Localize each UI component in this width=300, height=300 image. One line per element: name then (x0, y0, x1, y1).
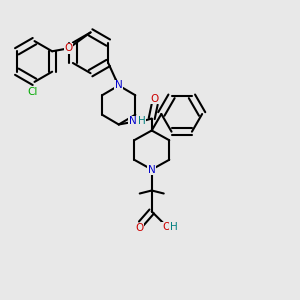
Text: H: H (170, 222, 178, 232)
Text: H: H (138, 116, 146, 127)
Text: Cl: Cl (28, 87, 38, 98)
Text: O: O (151, 94, 159, 104)
Text: O: O (162, 222, 170, 232)
Text: O: O (64, 43, 73, 53)
Text: N: N (129, 116, 137, 127)
Text: O: O (136, 223, 144, 233)
Text: N: N (148, 164, 156, 175)
Text: N: N (115, 80, 123, 91)
